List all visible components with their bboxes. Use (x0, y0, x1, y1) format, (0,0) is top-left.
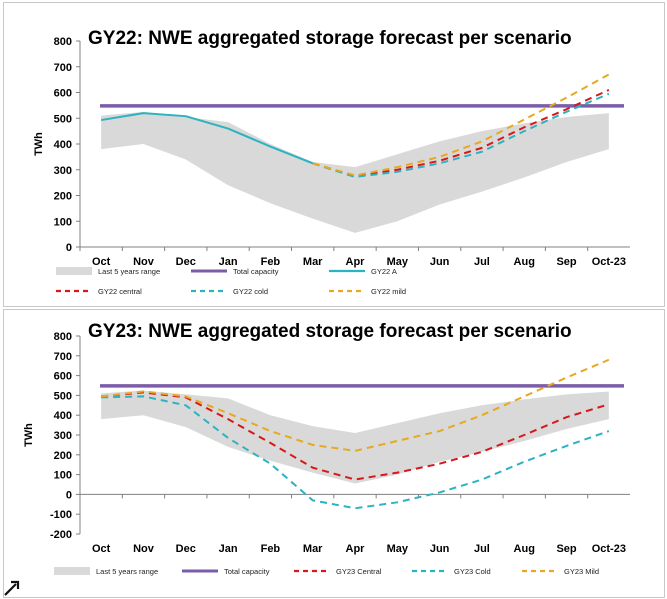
legend-item: GY22 A (329, 267, 397, 276)
legend-item: GY23 Mild (522, 567, 599, 576)
x-tick-label: Jun (430, 543, 450, 555)
chart-svg: GY23: NWE aggregated storage forecast pe… (23, 321, 630, 576)
y-axis-label: TWh (23, 423, 35, 447)
series-line-gy23-mild (101, 358, 610, 452)
series-line-gy23-cold (101, 395, 610, 510)
x-tick-label: Jun (430, 256, 450, 268)
x-tick-label: Aug (514, 543, 535, 555)
y-tick-label: 100 (54, 470, 72, 482)
x-tick-label: Dec (176, 256, 196, 268)
x-tick-label: Jan (219, 256, 238, 268)
chart-panel-gy22: GY22: NWE aggregated storage forecast pe… (3, 2, 665, 307)
y-tick-label: 200 (54, 191, 72, 203)
x-tick-label: Feb (261, 543, 281, 555)
x-tick-label: Dec (176, 543, 196, 555)
x-tick-label: Jul (474, 543, 490, 555)
chart-svg: GY22: NWE aggregated storage forecast pe… (33, 28, 630, 296)
series-line-gy22-cold (312, 92, 610, 178)
x-tick-label: Aug (514, 256, 535, 268)
legend-label: GY23 Mild (564, 567, 599, 576)
y-tick-label: 400 (54, 139, 72, 151)
x-tick-label: Mar (303, 543, 323, 555)
legend-item: Total capacity (182, 567, 270, 576)
resize-handle-icon (4, 580, 20, 596)
legend-label: Last 5 years range (98, 267, 160, 276)
legend-label: Total capacity (224, 567, 270, 576)
range-band (101, 111, 609, 233)
y-tick-label: 500 (54, 113, 72, 125)
x-tick-label: Sep (556, 543, 576, 555)
chart-title: GY23: NWE aggregated storage forecast pe… (88, 321, 572, 342)
legend-label: Last 5 years range (96, 567, 158, 576)
x-tick-label: Feb (261, 256, 281, 268)
y-tick-label: -100 (50, 509, 72, 521)
series-line-gy22-mild (312, 73, 610, 177)
chart-title: GY22: NWE aggregated storage forecast pe… (88, 28, 572, 49)
legend-item: Total capacity (191, 267, 279, 276)
y-tick-label: 300 (54, 430, 72, 442)
x-tick-label: Oct (92, 543, 111, 555)
y-tick-label: 800 (54, 36, 72, 48)
legend-item: Last 5 years range (56, 267, 160, 276)
legend-label: Total capacity (233, 267, 279, 276)
x-tick-label: Sep (556, 256, 576, 268)
legend-item: GY23 Central (294, 567, 382, 576)
y-tick-label: 800 (54, 331, 72, 343)
y-tick-label: 700 (54, 62, 72, 74)
legend-item: GY22 mild (329, 287, 406, 296)
x-tick-label: Apr (346, 256, 366, 268)
legend-swatch (56, 267, 92, 275)
legend-label: GY22 cold (233, 287, 268, 296)
legend-label: GY22 central (98, 287, 142, 296)
legend-label: GY23 Central (336, 567, 382, 576)
legend-item: GY22 cold (191, 287, 268, 296)
legend-item: Last 5 years range (54, 567, 158, 576)
y-tick-label: 100 (54, 216, 72, 228)
y-tick-label: 200 (54, 450, 72, 462)
chart-panel-gy23: GY23: NWE aggregated storage forecast pe… (3, 309, 665, 598)
legend-swatch (54, 567, 90, 575)
y-axis-label: TWh (33, 132, 45, 156)
legend-item: GY22 central (56, 287, 142, 296)
legend-label: GY22 A (371, 267, 397, 276)
x-tick-label: Nov (133, 543, 155, 555)
legend-label: GY23 Cold (454, 567, 491, 576)
series-line-gy22-a (100, 112, 314, 165)
x-tick-label: Oct-23 (592, 543, 626, 555)
range-band (101, 390, 609, 484)
x-tick-label: Oct (92, 256, 111, 268)
x-tick-label: Oct-23 (592, 256, 626, 268)
y-tick-label: 600 (54, 371, 72, 383)
y-tick-label: 700 (54, 351, 72, 363)
y-tick-label: 600 (54, 88, 72, 100)
y-tick-label: 300 (54, 165, 72, 177)
y-tick-label: 500 (54, 390, 72, 402)
x-tick-label: Nov (133, 256, 155, 268)
x-tick-label: Jul (474, 256, 490, 268)
y-tick-label: 400 (54, 410, 72, 422)
x-tick-label: May (387, 256, 409, 268)
x-tick-label: Jan (219, 543, 238, 555)
y-tick-label: -200 (50, 529, 72, 541)
legend-label: GY22 mild (371, 287, 406, 296)
x-tick-label: May (387, 543, 409, 555)
legend-item: GY23 Cold (412, 567, 491, 576)
x-tick-label: Apr (346, 543, 366, 555)
y-tick-label: 0 (66, 242, 72, 254)
x-tick-label: Mar (303, 256, 323, 268)
y-tick-label: 0 (66, 489, 72, 501)
